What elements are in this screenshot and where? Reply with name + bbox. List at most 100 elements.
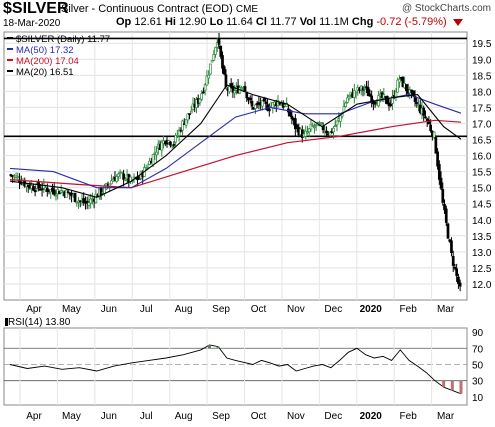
candle-up: [117, 173, 120, 177]
legend-swatch: [7, 48, 13, 50]
quote-strip: Op 12.61 Hi 12.90 Lo 11.64 Cl 11.77 Vol …: [116, 16, 463, 28]
rsi-line: [9, 344, 462, 395]
rsi-tick-label: 90: [472, 328, 484, 339]
candle-up: [314, 124, 318, 126]
candle-up: [89, 198, 93, 204]
high-label: Hi: [164, 16, 176, 28]
candle-down: [446, 223, 450, 239]
candle-down: [262, 98, 266, 102]
candle-down: [33, 190, 37, 193]
candle-down: [450, 240, 453, 254]
candle-up: [191, 103, 195, 110]
candle-up: [356, 87, 360, 91]
candle-down: [406, 89, 410, 94]
candle-up: [153, 152, 157, 155]
candle-up: [307, 128, 311, 133]
candle-down: [58, 190, 61, 195]
high-value: 12.90: [179, 16, 207, 28]
candle-down: [141, 172, 145, 178]
candle-down: [321, 125, 325, 131]
candle-down: [290, 115, 294, 120]
candle-down: [422, 107, 426, 116]
price-tick-label: 15.5: [472, 168, 492, 179]
rsi-legend-label: RSI(14) 13.80: [8, 317, 71, 328]
ma50-line: [9, 94, 462, 189]
candle-up: [318, 123, 321, 126]
symbol-title: $SILVER: [3, 0, 69, 17]
candle-up: [59, 190, 63, 193]
candle-up: [269, 106, 273, 108]
candle-down: [424, 116, 427, 119]
candle-down: [106, 184, 110, 186]
candle-up: [403, 83, 406, 89]
rsi-month-label: Apr: [26, 411, 42, 422]
candle-up: [198, 98, 202, 104]
legend-swatch: [7, 70, 13, 72]
price-tick-label: 13.0: [472, 248, 492, 259]
rsi-tick-label: 10: [472, 393, 484, 404]
close-value: 11.77: [269, 16, 297, 28]
candle-down: [288, 110, 292, 117]
candle-up: [377, 95, 380, 107]
price-tick-label: 17.5: [472, 103, 492, 114]
candle-down: [66, 191, 70, 194]
candle-up: [283, 104, 287, 107]
candle-down: [158, 144, 162, 150]
candle-down: [434, 137, 438, 154]
candle-down: [163, 141, 167, 145]
candle-down: [92, 199, 96, 202]
candle-up: [235, 86, 238, 91]
candle-up: [398, 78, 401, 83]
candle-down: [387, 102, 391, 107]
candle-down: [384, 96, 387, 98]
candle-up: [375, 103, 379, 106]
candle-up: [186, 113, 190, 121]
legend-entry: $SILVER (Daily) 11.77: [16, 34, 110, 45]
candle-down: [365, 86, 368, 89]
candle-down: [68, 192, 72, 195]
candle-down: [255, 103, 259, 105]
price-month-label: May: [62, 304, 81, 315]
candle-down: [19, 182, 23, 185]
candle-up: [111, 178, 115, 183]
candle-down: [457, 276, 460, 284]
price-tick-label: 13.5: [472, 232, 492, 243]
candle-down: [179, 129, 183, 132]
candle-down: [267, 108, 271, 112]
candle-up: [432, 131, 436, 138]
candle-down: [410, 89, 413, 93]
change-value: -0.72 (-5.79%): [376, 16, 447, 28]
candle-up: [337, 118, 341, 121]
candle-up: [316, 122, 320, 127]
price-month-label: Aug: [175, 304, 193, 315]
rsi-month-label: Oct: [251, 411, 267, 422]
candle-down: [448, 239, 452, 242]
candle-down: [252, 107, 256, 110]
candle-up: [65, 189, 68, 198]
candle-up: [132, 176, 136, 180]
rsi-tick-label: 70: [472, 344, 484, 355]
candle-up: [25, 183, 28, 188]
candle-down: [259, 102, 263, 106]
candle-down: [122, 173, 125, 180]
candle-up: [261, 100, 264, 107]
price-month-label: Jul: [140, 304, 153, 315]
candle-down: [165, 140, 169, 145]
candle-down: [70, 192, 73, 197]
rsi-legend-swatch: [5, 318, 8, 326]
candle-down: [224, 74, 228, 87]
candle-up: [276, 100, 280, 106]
candle-down: [415, 102, 419, 104]
candle-down: [389, 104, 393, 106]
candle-up: [420, 107, 424, 115]
candle-down: [380, 92, 384, 98]
candle-up: [12, 175, 16, 178]
candle-up: [352, 90, 356, 98]
candle-up: [170, 145, 174, 147]
candle-down: [361, 87, 365, 91]
candle-up: [311, 125, 315, 127]
candle-down: [231, 86, 235, 93]
candle-down: [292, 117, 295, 121]
candle-up: [124, 179, 127, 181]
